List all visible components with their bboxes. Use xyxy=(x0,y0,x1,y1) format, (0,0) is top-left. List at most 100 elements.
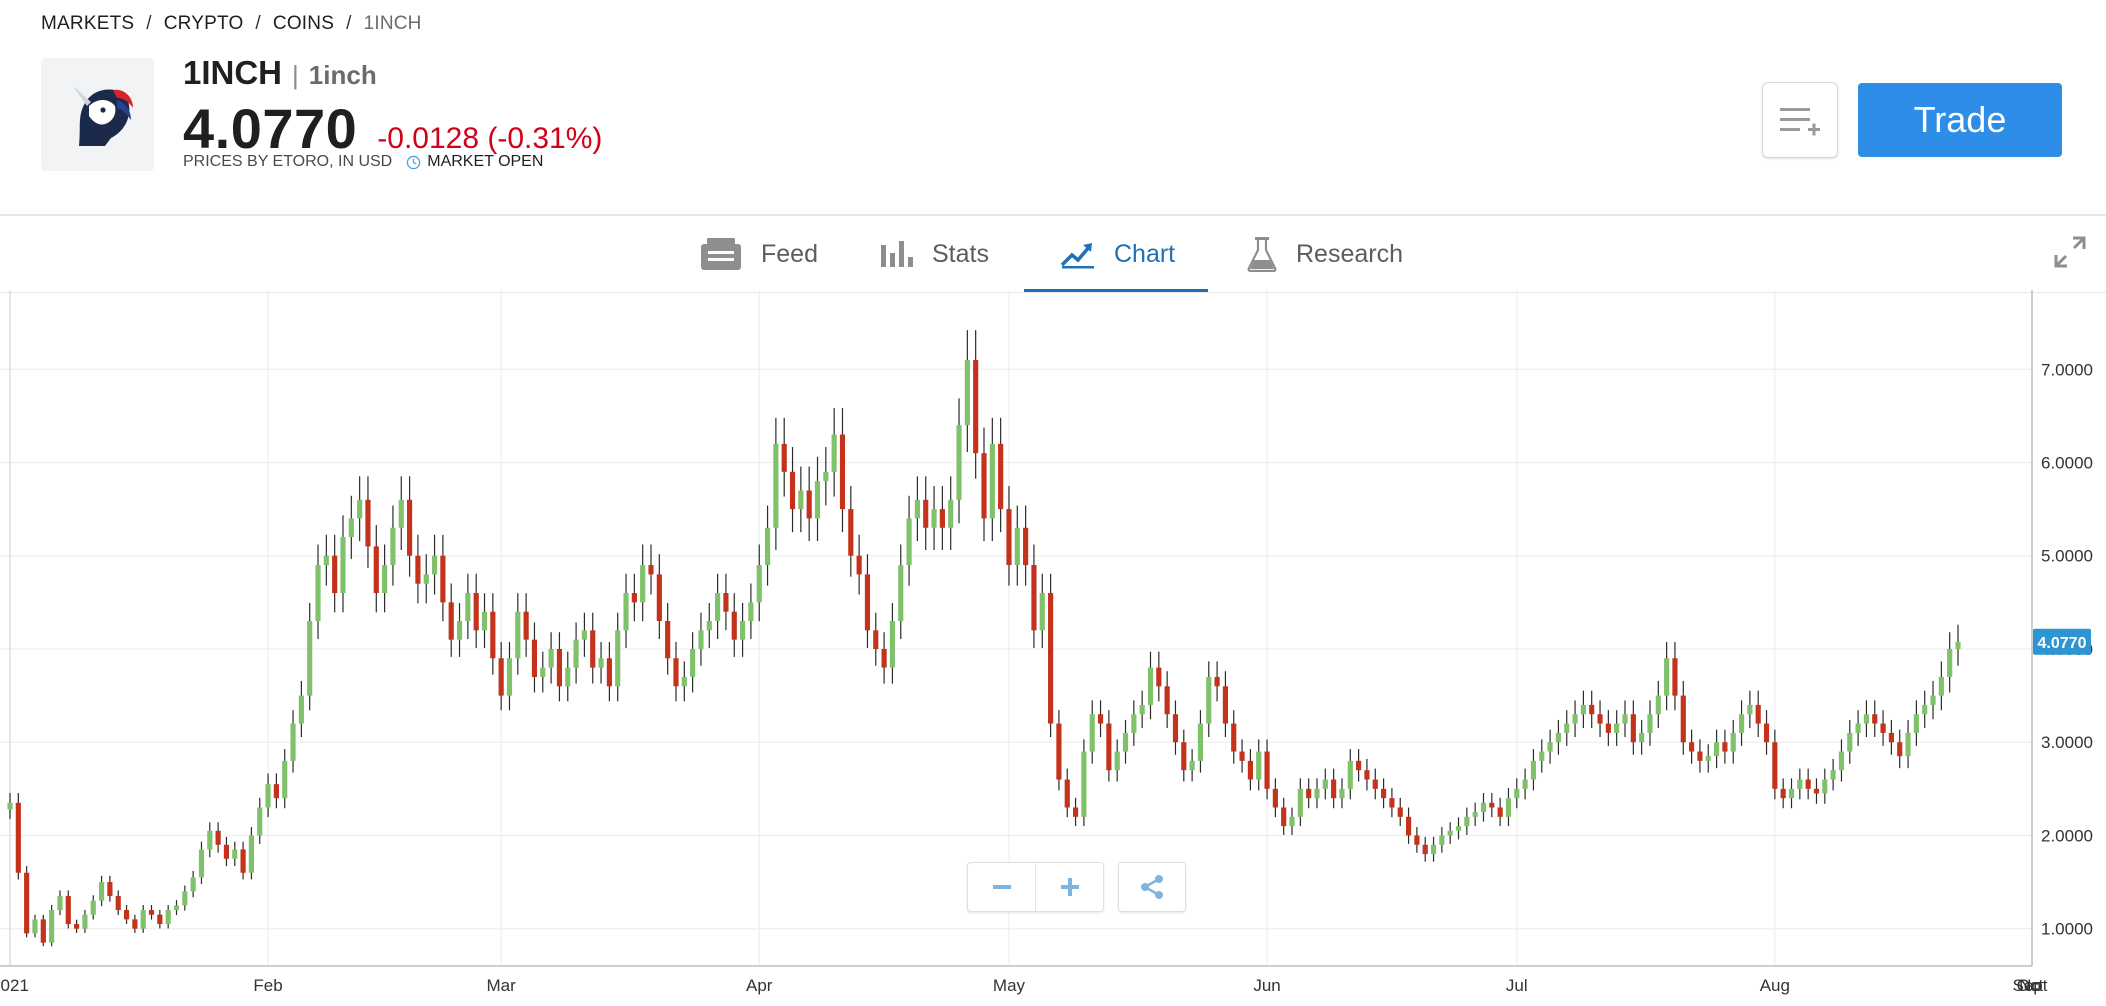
candle xyxy=(1847,719,1853,764)
candle xyxy=(1930,680,1936,720)
y-tick-label: 3.0000 xyxy=(2041,733,2093,752)
add-to-watchlist-icon xyxy=(1780,108,1820,136)
candle-body xyxy=(165,910,171,925)
candle-body xyxy=(931,509,937,528)
candle xyxy=(1664,641,1670,711)
x-tick-label: Jul xyxy=(1506,976,1528,995)
trade-button[interactable]: Trade xyxy=(1858,83,2062,157)
breadcrumb-crypto[interactable]: CRYPTO xyxy=(163,13,244,34)
breadcrumb: MARKETS / CRYPTO / COINS / 1INCH xyxy=(41,13,422,35)
tab-research[interactable]: Research xyxy=(1246,216,1423,292)
candle-body xyxy=(906,518,912,566)
candle xyxy=(1947,632,1953,693)
candle xyxy=(140,905,146,933)
candle xyxy=(1838,739,1845,782)
candle xyxy=(723,573,729,631)
candle-body xyxy=(1264,751,1270,789)
candle xyxy=(1189,749,1195,782)
candle-body xyxy=(315,565,321,622)
candle xyxy=(365,476,371,568)
candle-body xyxy=(456,621,463,640)
candle-body xyxy=(190,877,196,892)
candle-body xyxy=(282,760,288,799)
candle xyxy=(1064,768,1070,818)
candle-body xyxy=(423,574,429,584)
candle-body xyxy=(631,593,637,603)
candle-body xyxy=(1680,695,1686,743)
candle-body xyxy=(923,499,929,528)
candle-body xyxy=(481,611,488,631)
candle-body xyxy=(265,784,271,808)
candle xyxy=(290,710,296,773)
candle-body xyxy=(598,658,604,668)
candle xyxy=(1855,710,1861,746)
candle xyxy=(1547,729,1553,764)
candle xyxy=(889,602,896,684)
candle-body xyxy=(1089,714,1095,752)
candlestick-chart[interactable]: 1.00002.00003.00004.00005.00006.00007.00… xyxy=(0,290,2106,1006)
candle xyxy=(440,534,446,622)
zoom-out-button[interactable] xyxy=(968,863,1035,911)
candle xyxy=(1464,807,1470,835)
current-price-label: 4.0770 xyxy=(2038,635,2087,652)
candle-body xyxy=(1888,732,1894,743)
candle xyxy=(32,914,38,938)
plus-icon xyxy=(1060,878,1079,896)
candle-body xyxy=(1622,714,1628,724)
tab-chart[interactable]: Chart xyxy=(1060,216,1195,292)
candle xyxy=(1455,817,1462,840)
share-button[interactable] xyxy=(1118,862,1186,912)
breadcrumb-markets[interactable]: MARKETS xyxy=(41,13,135,34)
candle-body xyxy=(831,434,837,472)
candle xyxy=(1897,729,1903,769)
add-to-watchlist-button[interactable] xyxy=(1762,82,1838,158)
candle-body xyxy=(823,471,829,482)
candle-body xyxy=(215,830,221,845)
tab-stats[interactable]: Stats xyxy=(880,216,1009,292)
candle-body xyxy=(748,602,754,622)
candle xyxy=(973,330,979,479)
candle-body xyxy=(606,658,612,687)
tab-research-label: Research xyxy=(1296,239,1403,268)
candle xyxy=(1156,651,1162,702)
candle xyxy=(1530,749,1537,791)
candle xyxy=(690,632,696,693)
candle-body xyxy=(540,667,546,677)
candle xyxy=(1414,827,1420,853)
candle xyxy=(1872,700,1878,737)
candle xyxy=(1247,749,1253,791)
candle-body xyxy=(74,924,80,929)
breadcrumb-coins[interactable]: COINS xyxy=(272,13,335,34)
candle xyxy=(1389,788,1395,818)
candle-body xyxy=(998,443,1004,510)
instrument-symbol: 1INCH xyxy=(183,54,283,91)
expand-button[interactable] xyxy=(2053,235,2087,269)
instrument-name: 1inch xyxy=(308,60,377,90)
candle xyxy=(1214,661,1220,702)
y-tick-label: 2.0000 xyxy=(2041,826,2093,845)
candle xyxy=(198,841,205,884)
candle-body xyxy=(348,518,354,538)
candle xyxy=(1813,778,1820,804)
candle-body xyxy=(98,882,105,901)
candle xyxy=(806,466,812,542)
candle xyxy=(1306,778,1312,809)
zoom-in-button[interactable] xyxy=(1035,863,1103,911)
candle xyxy=(1888,719,1894,755)
x-tick-label: Apr xyxy=(746,976,773,995)
candle xyxy=(1722,729,1728,764)
candle-body xyxy=(1322,779,1328,789)
candle-body xyxy=(1547,742,1553,752)
candle-body xyxy=(798,490,804,510)
candle-body xyxy=(1206,676,1212,724)
candle-body xyxy=(789,471,796,510)
candle-body xyxy=(24,872,30,934)
price-chart[interactable]: 1.00002.00003.00004.00005.00006.00007.00… xyxy=(0,290,2106,1006)
candle xyxy=(948,476,954,551)
tab-feed[interactable]: Feed xyxy=(699,216,838,292)
candle xyxy=(1139,690,1145,729)
candle-body xyxy=(581,630,587,640)
candle xyxy=(1797,768,1803,800)
candle xyxy=(1006,486,1012,586)
candle xyxy=(1222,671,1228,737)
